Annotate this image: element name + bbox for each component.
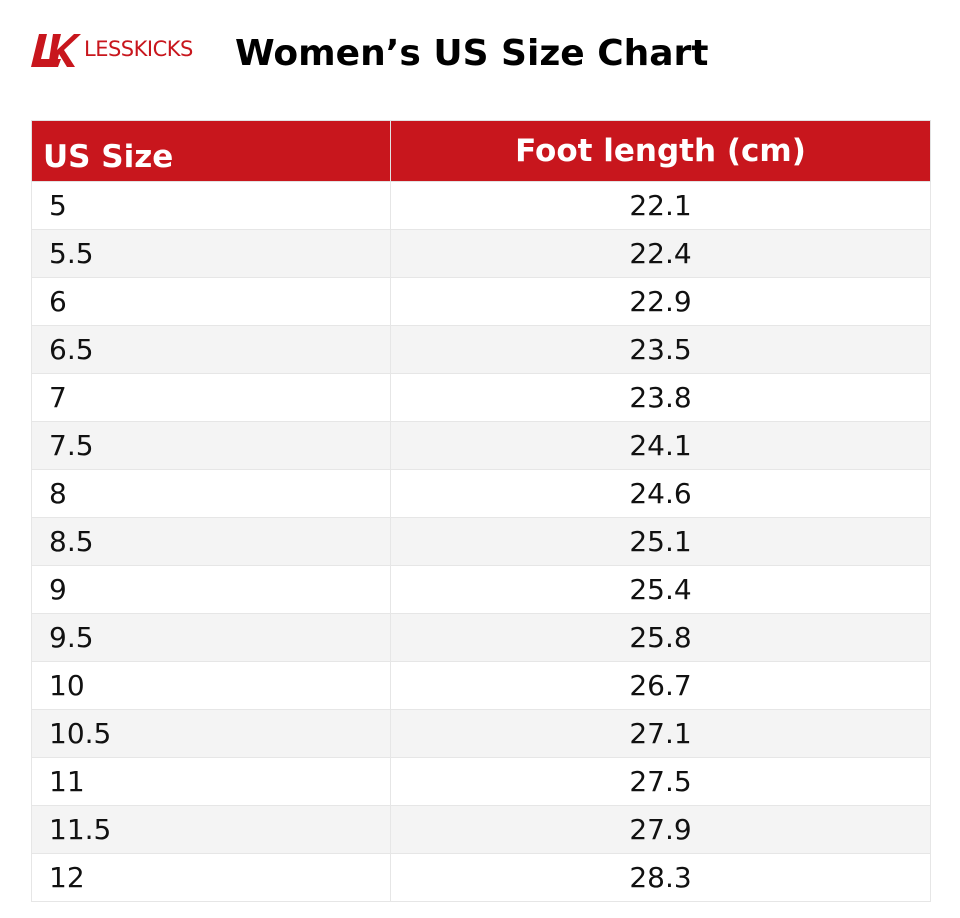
table-row: 11 27.5	[31, 757, 931, 806]
size-chart-table: US Size Foot length (cm) 5 22.1 5.5 22.4 6 22…	[31, 120, 931, 902]
foot-length-cell: 26.7	[390, 661, 931, 710]
us-size-cell: 7.5	[31, 421, 391, 470]
foot-length-cell: 24.1	[390, 421, 931, 470]
foot-length-cell: 27.9	[390, 805, 931, 854]
table-row: 10 26.7	[31, 661, 931, 710]
us-size-cell: 12	[31, 853, 391, 902]
foot-length-cell: 22.4	[390, 229, 931, 278]
foot-length-cell: 27.5	[390, 757, 931, 806]
us-size-cell: 8	[31, 469, 391, 518]
table-row: 6.5 23.5	[31, 325, 931, 374]
table-row: 6 22.9	[31, 277, 931, 326]
foot-length-cell: 24.6	[390, 469, 931, 518]
us-size-cell: 6	[31, 277, 391, 326]
us-size-cell: 7	[31, 373, 391, 422]
table-row: 10.5 27.1	[31, 709, 931, 758]
foot-length-cell: 25.8	[390, 613, 931, 662]
table-row: 9.5 25.8	[31, 613, 931, 662]
us-size-cell: 10	[31, 661, 391, 710]
table-row: 5 22.1	[31, 181, 931, 230]
table-row: 7 23.8	[31, 373, 931, 422]
us-size-cell: 6.5	[31, 325, 391, 374]
table-header-row: US Size Foot length (cm)	[31, 120, 931, 182]
table-row: 11.5 27.9	[31, 805, 931, 854]
us-size-cell: 5.5	[31, 229, 391, 278]
table-row: 12 28.3	[31, 853, 931, 902]
foot-length-cell: 25.4	[390, 565, 931, 614]
table-row: 8 24.6	[31, 469, 931, 518]
page-title: Women’s US Size Chart	[235, 33, 709, 74]
us-size-cell: 9.5	[31, 613, 391, 662]
brand-logo: LESSKICKS	[31, 32, 193, 68]
foot-length-cell: 27.1	[390, 709, 931, 758]
us-size-cell: 10.5	[31, 709, 391, 758]
foot-length-cell: 23.8	[390, 373, 931, 422]
foot-length-cell: 28.3	[390, 853, 931, 902]
foot-length-cell: 23.5	[390, 325, 931, 374]
column-header-us-size: US Size	[31, 120, 391, 182]
foot-length-cell: 25.1	[390, 517, 931, 566]
brand-name: LESSKICKS	[84, 36, 193, 61]
table-row: 7.5 24.1	[31, 421, 931, 470]
us-size-cell: 8.5	[31, 517, 391, 566]
foot-length-cell: 22.9	[390, 277, 931, 326]
table-row: 8.5 25.1	[31, 517, 931, 566]
us-size-cell: 5	[31, 181, 391, 230]
table-row: 5.5 22.4	[31, 229, 931, 278]
foot-length-cell: 22.1	[390, 181, 931, 230]
us-size-cell: 11	[31, 757, 391, 806]
us-size-cell: 11.5	[31, 805, 391, 854]
column-header-foot-length: Foot length (cm)	[390, 120, 931, 182]
table-row: 9 25.4	[31, 565, 931, 614]
us-size-cell: 9	[31, 565, 391, 614]
lk-logo-icon	[31, 34, 81, 67]
